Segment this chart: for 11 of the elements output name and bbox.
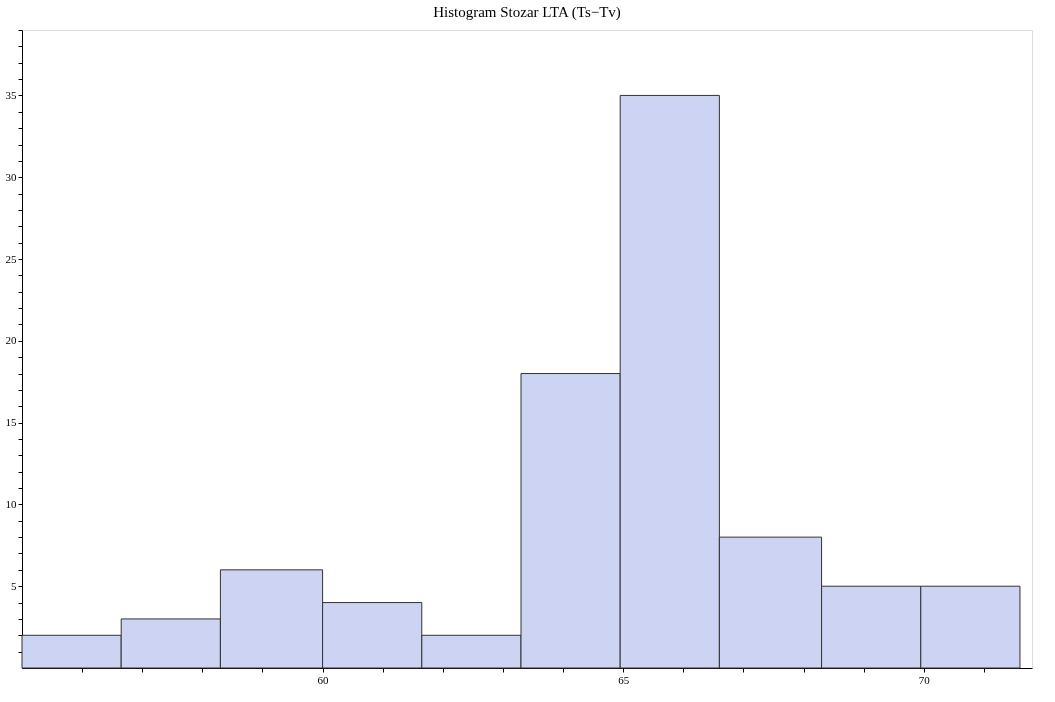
y-tick-label: 15: [5, 416, 17, 429]
y-tick-label: 5: [11, 579, 17, 592]
y-tick-label: 20: [5, 334, 17, 347]
chart-title: Histogram Stozar LTA (Ts−Tv): [433, 4, 621, 21]
x-tick-label: 60: [317, 673, 330, 686]
y-tick-label: 35: [5, 88, 17, 101]
y-tick-label: 30: [5, 170, 17, 183]
y-tick-label: 10: [5, 497, 17, 510]
x-tick-label: 65: [618, 673, 630, 686]
x-tick-label: 70: [918, 673, 931, 686]
y-tick-label: 25: [5, 252, 17, 265]
